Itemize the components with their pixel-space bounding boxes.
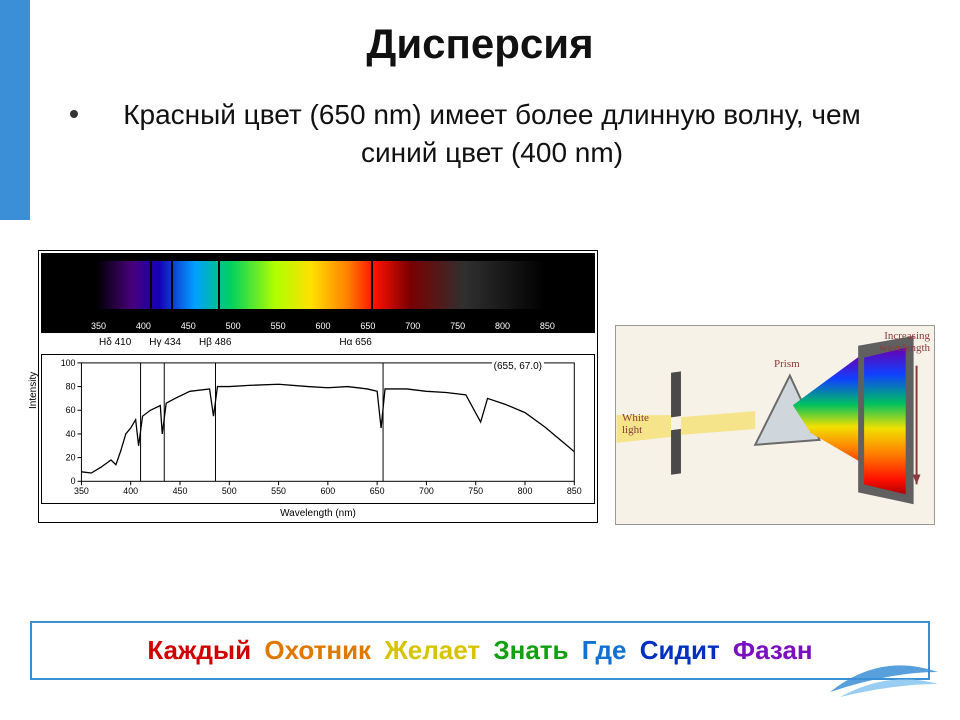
label-prism: Prism bbox=[774, 358, 800, 370]
label-increasing: Increasingwavelength bbox=[879, 330, 930, 354]
svg-text:80: 80 bbox=[66, 382, 76, 392]
intensity-svg: 0 20 40 60 80 100 350 400 450 500 550 600 650 700 750 8… bbox=[42, 355, 594, 503]
svg-text:60: 60 bbox=[66, 405, 76, 415]
spectrum-xtick: 550 bbox=[271, 321, 286, 331]
svg-text:40: 40 bbox=[66, 429, 76, 439]
svg-text:800: 800 bbox=[518, 486, 533, 496]
spectrum-xtick: 600 bbox=[315, 321, 330, 331]
prism-figure: Whitelight Prism Increasingwavelength bbox=[615, 325, 935, 525]
svg-text:600: 600 bbox=[320, 486, 335, 496]
spectrum-xticks: 350 400 450 500 550 600 650 700 750 800 850 bbox=[41, 321, 595, 331]
hydrogen-line-label: Hδ 410 bbox=[99, 337, 131, 348]
svg-text:650: 650 bbox=[370, 486, 385, 496]
spectrum-xtick: 850 bbox=[540, 321, 555, 331]
svg-text:750: 750 bbox=[468, 486, 483, 496]
svg-text:350: 350 bbox=[74, 486, 89, 496]
spectrum-gradient bbox=[96, 261, 545, 309]
spectrum-figure: 350400450500550600650700750800850 Hδ 410… bbox=[38, 250, 598, 523]
intensity-ylabel: Intensity bbox=[28, 372, 39, 409]
spectrum-strip: 350 400 450 500 550 600 650 700 750 800 850 bbox=[41, 253, 595, 333]
svg-text:550: 550 bbox=[271, 486, 286, 496]
page-title: Дисперсия bbox=[0, 0, 960, 68]
svg-text:700: 700 bbox=[419, 486, 434, 496]
hydrogen-line-label: Hγ 434 bbox=[149, 337, 181, 348]
mnemonic-word: Каждый bbox=[147, 635, 251, 665]
spectrum-xtick: 500 bbox=[226, 321, 241, 331]
hydrogen-line-label: Hβ 486 bbox=[199, 337, 231, 348]
mnemonic-word: Где bbox=[582, 635, 627, 665]
absorption-line bbox=[218, 261, 220, 309]
intensity-coord: (655, 67.0) bbox=[492, 361, 544, 372]
svg-text:20: 20 bbox=[66, 453, 76, 463]
spectrum-xtick: 400 bbox=[136, 321, 151, 331]
spectrum-xtick: 350 bbox=[91, 321, 106, 331]
mnemonic-word: Знать bbox=[493, 635, 568, 665]
bullet-row: Красный цвет (650 nm) имеет более длинну… bbox=[0, 96, 960, 172]
label-white-light: Whitelight bbox=[622, 412, 649, 436]
mnemonic-word: Охотник bbox=[264, 635, 371, 665]
mnemonic-box: Каждый Охотник Желает Знать Где Сидит Фа… bbox=[30, 621, 930, 680]
absorption-line bbox=[371, 261, 373, 309]
svg-text:100: 100 bbox=[61, 358, 76, 368]
spectrum-xtick: 750 bbox=[450, 321, 465, 331]
mnemonic-word: Желает bbox=[384, 635, 480, 665]
bullet-dot bbox=[70, 110, 78, 118]
intensity-xlabel: Wavelength (nm) bbox=[39, 508, 597, 522]
absorption-line bbox=[171, 261, 173, 309]
slit-plate-1 bbox=[671, 371, 681, 474]
svg-text:850: 850 bbox=[567, 486, 582, 496]
svg-text:450: 450 bbox=[173, 486, 188, 496]
wavelength-arrowhead bbox=[913, 475, 921, 485]
spectrum-line-labels: Hδ 410 Hγ 434 Hβ 486 Hα 656 bbox=[39, 335, 597, 352]
prism-svg bbox=[616, 326, 934, 524]
spectrum-xtick: 800 bbox=[495, 321, 510, 331]
beam-to-prism bbox=[681, 411, 755, 435]
accent-left-bar bbox=[0, 0, 30, 220]
mnemonic-word: Сидит bbox=[640, 635, 720, 665]
svg-text:400: 400 bbox=[123, 486, 138, 496]
spectrum-xtick: 450 bbox=[181, 321, 196, 331]
corner-swoosh-icon bbox=[820, 642, 940, 702]
svg-text:500: 500 bbox=[222, 486, 237, 496]
bullet-text: Красный цвет (650 nm) имеет более длинну… bbox=[94, 96, 890, 172]
spectrum-xtick: 650 bbox=[360, 321, 375, 331]
intensity-chart: Intensity (655, 67.0) 020406080100350400… bbox=[41, 354, 595, 504]
spectrum-xtick: 700 bbox=[405, 321, 420, 331]
svg-text:0: 0 bbox=[71, 476, 76, 486]
hydrogen-line-label: Hα 656 bbox=[339, 337, 371, 348]
mnemonic-word: Фазан bbox=[733, 635, 813, 665]
absorption-line bbox=[150, 261, 152, 309]
projection-screen bbox=[858, 336, 913, 504]
